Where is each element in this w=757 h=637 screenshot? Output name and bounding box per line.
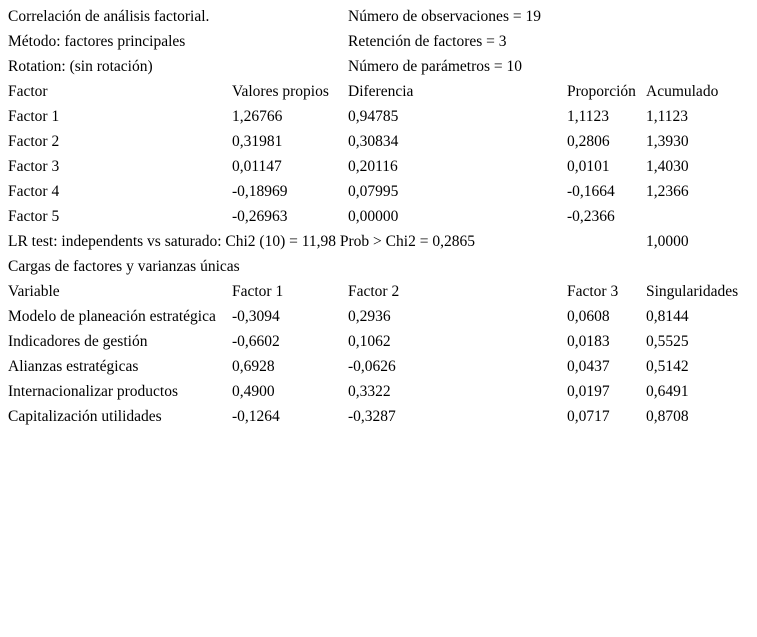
column-header-factor2: Factor 2 (348, 283, 400, 300)
cell-factor2-loading: 0,1062 (348, 333, 391, 350)
cell-variable: Modelo de planeación estratégica (8, 308, 216, 325)
cell-proportion: 0,2806 (567, 133, 610, 150)
cell-eigenvalue: 0,01147 (232, 158, 282, 175)
table-row: Factor 1 1,26766 0,94785 1,1123 1,1123 (8, 104, 749, 129)
cell-factor: Factor 5 (8, 208, 60, 225)
cell-factor1-loading: -0,6602 (232, 333, 280, 350)
column-header-eigenvalues: Valores propios (232, 83, 329, 100)
lr-test-value: 1,0000 (646, 233, 689, 250)
summary-right-observations: Número de observaciones = 19 (348, 8, 541, 25)
lr-test-text: LR test: independents vs saturado: Chi2 … (8, 233, 475, 250)
table-row: Factor 5 -0,26963 0,00000 -0,2366 (8, 204, 749, 229)
loadings-table-body: Modelo de planeación estratégica -0,3094… (8, 304, 749, 429)
table-row: Factor 2 0,31981 0,30834 0,2806 1,3930 (8, 129, 749, 154)
cell-proportion: -0,1664 (567, 183, 615, 200)
cell-variable: Internacionalizar productos (8, 383, 178, 400)
summary-left-rotation: Rotation: (sin rotación) (8, 58, 153, 75)
lr-test-row: LR test: independents vs saturado: Chi2 … (8, 229, 749, 254)
table-row: Internacionalizar productos 0,4900 0,332… (8, 379, 749, 404)
cell-factor3-loading: 0,0608 (567, 308, 610, 325)
table-row: Capitalización utilidades -0,1264 -0,328… (8, 404, 749, 429)
cell-factor2-loading: 0,3322 (348, 383, 391, 400)
cell-difference: 0,07995 (348, 183, 399, 200)
cell-cumulative (646, 204, 749, 229)
cell-variable: Alianzas estratégicas (8, 358, 139, 375)
factor-analysis-output: Correlación de análisis factorial. Númer… (8, 4, 749, 429)
cell-factor3-loading: 0,0437 (567, 358, 610, 375)
cell-factor: Factor 3 (8, 158, 60, 175)
cell-factor: Factor 1 (8, 108, 60, 125)
cell-factor1-loading: -0,3094 (232, 308, 280, 325)
cell-factor3-loading: 0,0183 (567, 333, 610, 350)
cell-eigenvalue: 0,31981 (232, 133, 283, 150)
cell-factor2-loading: -0,0626 (348, 358, 396, 375)
column-header-factor1: Factor 1 (232, 283, 284, 300)
report-summary: Correlación de análisis factorial. Númer… (8, 4, 749, 79)
loadings-table-header: Variable Factor 1 Factor 2 Factor 3 Sing… (8, 279, 749, 304)
table-row: Modelo de planeación estratégica -0,3094… (8, 304, 749, 329)
cell-eigenvalue: -0,26963 (232, 208, 288, 225)
cell-factor3-loading: 0,0197 (567, 383, 610, 400)
cell-variable: Indicadores de gestión (8, 333, 148, 350)
cell-eigenvalue: -0,18969 (232, 183, 288, 200)
cell-difference: 0,94785 (348, 108, 399, 125)
cell-variable: Capitalización utilidades (8, 408, 162, 425)
column-header-factor: Factor (8, 83, 48, 100)
cell-factor1-loading: 0,4900 (232, 383, 275, 400)
cell-factor3-loading: 0,0717 (567, 408, 610, 425)
table-row: Factor 4 -0,18969 0,07995 -0,1664 1,2366 (8, 179, 749, 204)
cell-proportion: 1,1123 (567, 108, 610, 125)
eigen-table-body: Factor 1 1,26766 0,94785 1,1123 1,1123 F… (8, 104, 749, 229)
table-row: Factor 3 0,01147 0,20116 0,0101 1,4030 (8, 154, 749, 179)
cell-factor: Factor 2 (8, 133, 60, 150)
column-header-factor3: Factor 3 (567, 283, 619, 300)
cell-uniqueness-value: 0,8144 (646, 308, 689, 325)
cell-cumulative: 1,1123 (646, 108, 689, 125)
column-header-difference: Diferencia (348, 83, 414, 100)
table-row: Indicadores de gestión -0,6602 0,1062 0,… (8, 329, 749, 354)
cell-factor: Factor 4 (8, 183, 60, 200)
summary-left-method: Método: factores principales (8, 33, 186, 50)
column-header-proportion: Proporción (567, 83, 636, 100)
cell-cumulative: 1,3930 (646, 133, 689, 150)
cell-factor1-loading: 0,6928 (232, 358, 275, 375)
cell-factor1-loading: -0,1264 (232, 408, 280, 425)
summary-line: Método: factores principales Retención d… (8, 29, 749, 54)
cell-cumulative: 1,4030 (646, 158, 689, 175)
summary-line: Rotation: (sin rotación) Número de parám… (8, 54, 749, 79)
cell-difference: 0,30834 (348, 133, 399, 150)
cell-factor2-loading: -0,3287 (348, 408, 396, 425)
cell-factor2-loading: 0,2936 (348, 308, 391, 325)
loadings-title: Cargas de factores y varianzas únicas (8, 254, 749, 279)
cell-uniqueness-value: 0,6491 (646, 383, 689, 400)
column-header-uniqueness: Singularidades (646, 283, 739, 300)
column-header-cumulative: Acumulado (646, 83, 719, 100)
eigen-table-header: Factor Valores propios Diferencia Propor… (8, 79, 749, 104)
cell-cumulative: 1,2366 (646, 183, 689, 200)
summary-left-title: Correlación de análisis factorial. (8, 8, 210, 25)
cell-proportion: 0,0101 (567, 158, 610, 175)
cell-difference: 0,20116 (348, 158, 398, 175)
loadings-title-text: Cargas de factores y varianzas únicas (8, 258, 240, 275)
cell-eigenvalue: 1,26766 (232, 108, 283, 125)
cell-uniqueness-value: 0,5142 (646, 358, 689, 375)
cell-difference: 0,00000 (348, 208, 399, 225)
cell-uniqueness-value: 0,8708 (646, 408, 689, 425)
cell-uniqueness-value: 0,5525 (646, 333, 689, 350)
cell-proportion: -0,2366 (567, 208, 615, 225)
summary-line: Correlación de análisis factorial. Númer… (8, 4, 749, 29)
column-header-variable: Variable (8, 283, 60, 300)
summary-right-retained-factors: Retención de factores = 3 (348, 33, 507, 50)
summary-right-parameters: Número de parámetros = 10 (348, 58, 523, 75)
table-row: Alianzas estratégicas 0,6928 -0,0626 0,0… (8, 354, 749, 379)
